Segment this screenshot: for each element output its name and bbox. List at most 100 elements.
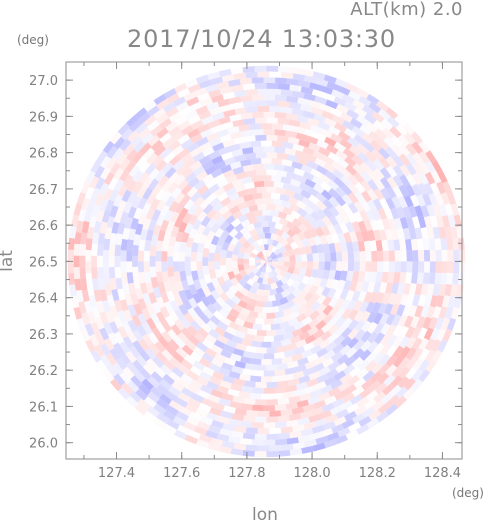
heatmap-cell: [133, 233, 141, 246]
heatmap-cell: [143, 114, 157, 127]
heatmap-cell: [237, 213, 248, 223]
heatmap-cell: [80, 278, 88, 291]
heatmap-cell: [234, 154, 246, 163]
heatmap-cell: [371, 400, 385, 412]
heatmap-cell: [189, 146, 203, 158]
heatmap-cell: [276, 363, 289, 371]
heatmap-cell: [94, 165, 105, 179]
heatmap-cell: [146, 391, 160, 403]
heatmap-cell: [147, 134, 160, 147]
heatmap-cell: [263, 77, 276, 84]
heatmap-cell: [276, 152, 289, 160]
heatmap-cell: [114, 255, 121, 268]
heatmap-cell: [317, 121, 331, 131]
y-tick-label: 27.0: [29, 74, 58, 89]
heatmap-cell: [244, 363, 257, 371]
heatmap-cell: [180, 152, 193, 164]
heatmap-cell: [210, 389, 224, 399]
heatmap-cell: [254, 65, 267, 72]
heatmap-cell: [170, 225, 180, 238]
heatmap-cell: [313, 183, 325, 194]
heatmap-cell: [103, 238, 111, 251]
heatmap-cell: [169, 356, 182, 369]
heatmap-cell: [84, 186, 95, 200]
heatmap-cell: [389, 126, 402, 139]
heatmap-cell: [251, 439, 264, 446]
heatmap-cell: [274, 204, 285, 213]
axis-ticks: 127.4 127.6 127.8 128.0 128.2 128.426.026.126…: [29, 62, 462, 481]
heatmap-cell: [258, 232, 266, 240]
heatmap-cell: [378, 147, 391, 160]
heatmap-cell: [280, 426, 293, 434]
heatmap-cell: [452, 237, 459, 250]
heatmap-cell: [181, 280, 190, 291]
heatmap-cell: [173, 240, 181, 252]
heatmap-cell: [402, 304, 412, 317]
heatmap-cell: [195, 439, 209, 449]
heatmap-cell: [240, 295, 251, 304]
heatmap-cell: [146, 406, 160, 418]
heatmap-cell: [446, 317, 457, 331]
heatmap-cell: [212, 210, 223, 222]
heatmap-cell: [360, 310, 371, 323]
heatmap-cell: [115, 277, 123, 290]
heatmap-cell: [316, 294, 327, 305]
heatmap-cell: [367, 331, 379, 344]
heatmap-cell: [178, 406, 192, 417]
heatmap-cell: [388, 261, 396, 273]
heatmap-cell: [265, 267, 270, 273]
heatmap-cell: [167, 329, 179, 341]
heatmap-cell: [117, 310, 127, 323]
heatmap-cell: [392, 324, 404, 338]
heatmap-cell: [206, 132, 219, 142]
heatmap-cell: [102, 249, 109, 262]
heatmap-cell: [177, 147, 190, 159]
heatmap-cell: [316, 139, 329, 150]
heatmap-cell: [255, 245, 262, 253]
heatmap-cell: [330, 252, 337, 262]
heatmap-cell: [108, 244, 116, 256]
heatmap-cell: [251, 274, 259, 283]
heatmap-cell: [306, 135, 319, 145]
y-tick-label: 26.4: [29, 292, 58, 307]
heatmap-cell: [380, 176, 392, 190]
heatmap-cell: [213, 252, 221, 262]
heatmap-cell: [276, 264, 284, 271]
heatmap-cell: [256, 252, 263, 259]
heatmap-cell: [225, 298, 236, 308]
heatmap-cell: [426, 283, 435, 296]
heatmap-cell: [359, 301, 370, 313]
heatmap-cell: [309, 284, 319, 296]
heatmap-cell: [281, 314, 292, 323]
heatmap-cell: [209, 197, 221, 208]
heatmap-cell: [262, 255, 267, 262]
heatmap-cell: [372, 198, 383, 211]
heatmap-cell: [200, 215, 211, 227]
heatmap-cell: [260, 221, 269, 228]
heatmap-cell: [320, 128, 333, 139]
heatmap-cell: [321, 357, 335, 368]
heatmap-cell: [179, 270, 187, 282]
heatmap-cell: [113, 210, 123, 224]
heatmap-cell: [196, 170, 208, 182]
heatmap-cell: [238, 124, 251, 132]
heatmap-cell: [266, 65, 279, 72]
heatmap-cell: [145, 229, 154, 241]
heatmap-cell: [398, 153, 411, 166]
heatmap-cell: [99, 327, 110, 341]
heatmap-cell: [387, 394, 400, 407]
heatmap-cell: [243, 117, 256, 125]
heatmap-cell: [386, 186, 397, 199]
heatmap-cell: [271, 239, 279, 247]
heatmap-cell: [360, 180, 372, 192]
heatmap-cell: [417, 327, 428, 341]
heatmap-cell: [202, 366, 215, 377]
heatmap-cell: [231, 148, 244, 157]
heatmap-cell: [274, 369, 286, 377]
heatmap-cell: [326, 431, 340, 442]
heatmap-cell: [105, 156, 118, 170]
heatmap-cell: [128, 164, 141, 178]
heatmap-cell: [122, 283, 130, 295]
heatmap-cell: [242, 350, 254, 359]
heatmap-cell: [378, 353, 391, 367]
